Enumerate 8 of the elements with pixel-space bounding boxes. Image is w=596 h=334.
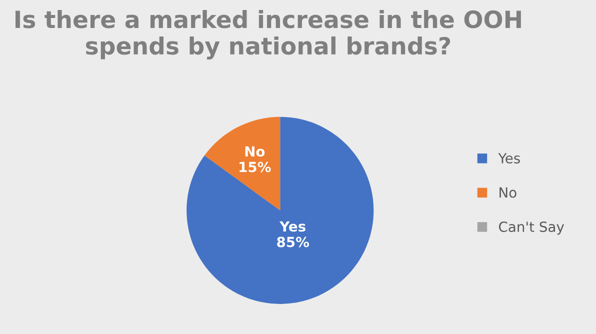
data-label: 15% <box>240 162 271 172</box>
slice-label: Yes <box>279 221 306 232</box>
chart-title: Is there a marked increase in the OOH spends by national brands? <box>16 10 521 60</box>
slice-label: No <box>245 146 265 157</box>
data-label: 85% <box>277 236 310 248</box>
legend-label: Yes <box>498 153 520 164</box>
legend-label: No <box>500 187 516 198</box>
legend-label: Can't Say <box>498 222 564 235</box>
